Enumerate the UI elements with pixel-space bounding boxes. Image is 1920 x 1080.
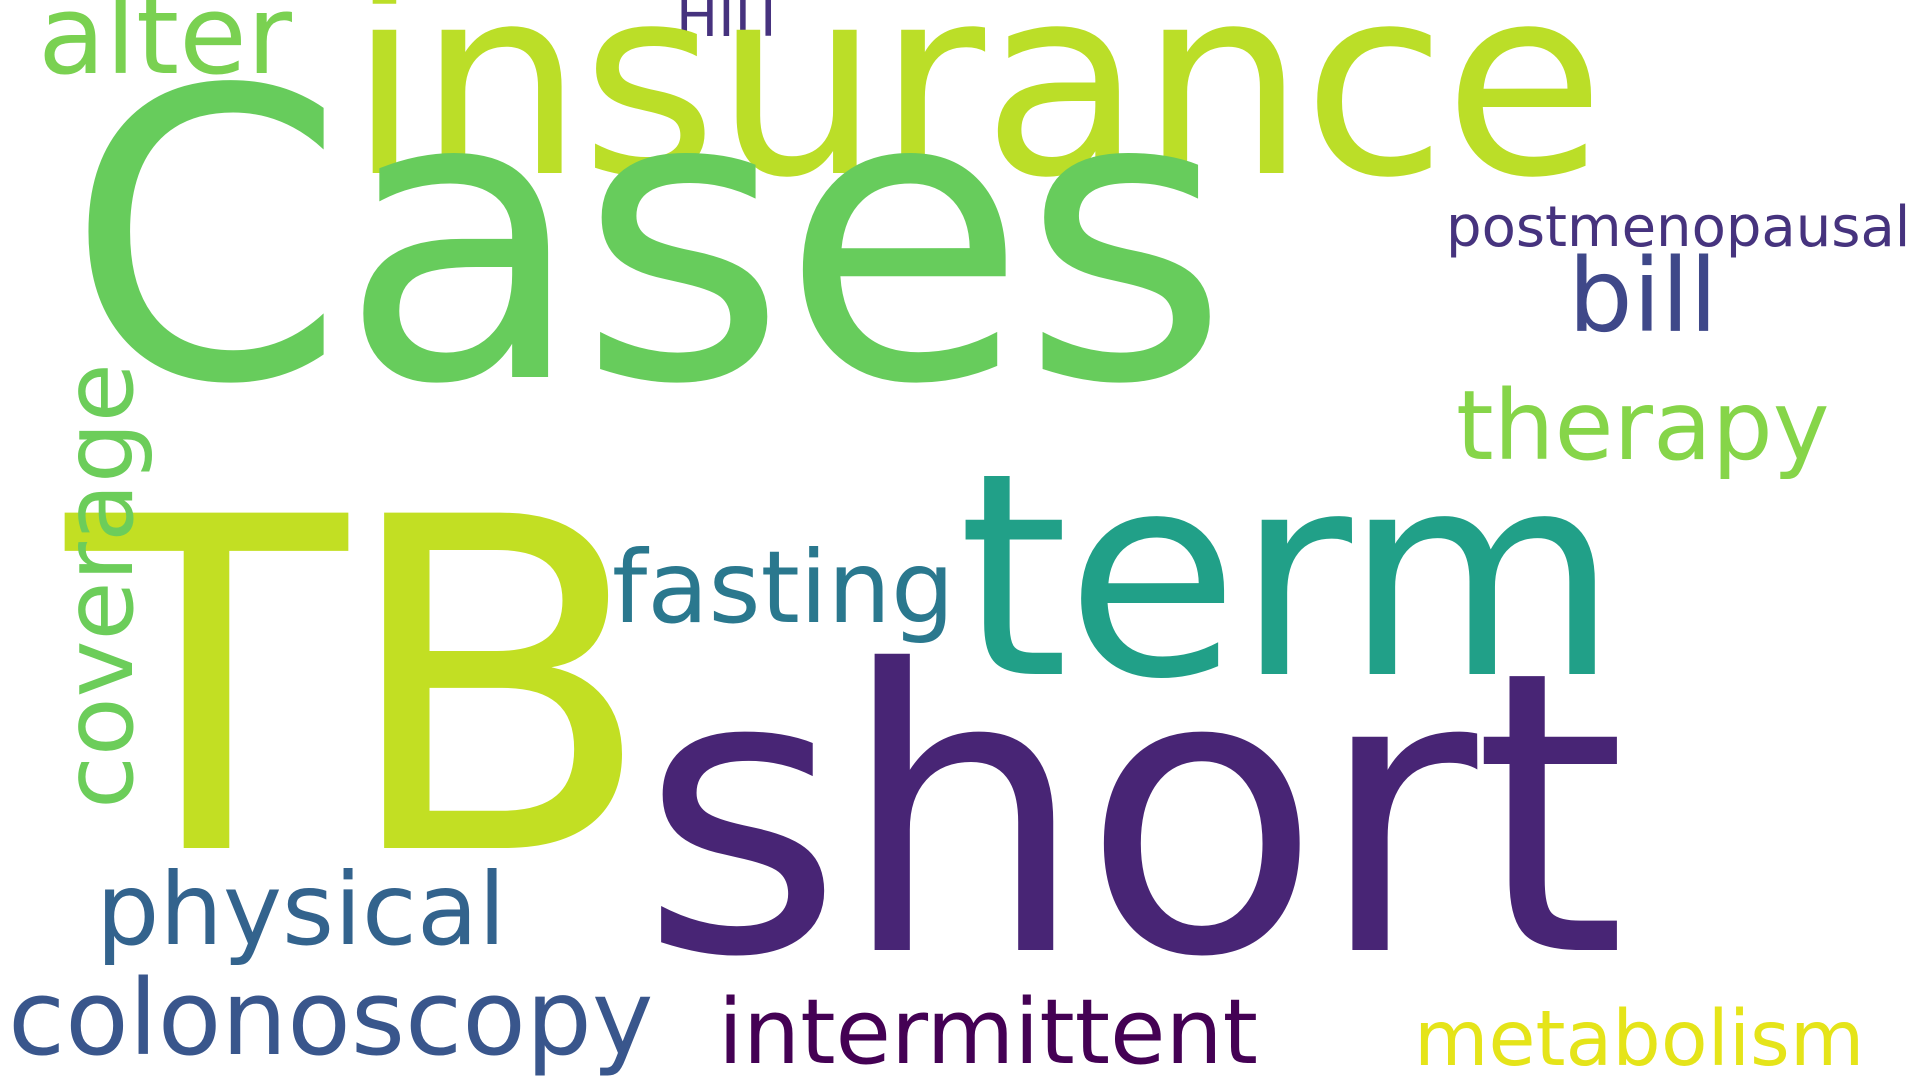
word-postmenopausal: postmenopausal [1446, 195, 1911, 260]
word-colonoscopy: colonoscopy [8, 957, 654, 1079]
word-fasting: fasting [612, 529, 955, 646]
word-term: term [958, 412, 1619, 741]
word-bill: bill [1568, 237, 1718, 356]
word-therapy: therapy [1456, 370, 1830, 482]
word-hiit: HIIT [676, 0, 786, 50]
word-alter: alter [38, 0, 292, 99]
word-short: short [640, 588, 1626, 1042]
word-insurance: insurance [348, 0, 1605, 235]
word-metabolism: metabolism [1414, 995, 1865, 1080]
word-coverage: coverage [42, 363, 155, 809]
word-physical: physical [96, 851, 506, 968]
word-intermittent: intermittent [718, 980, 1259, 1080]
word-cases: Cases [66, 7, 1229, 472]
word-tb: TB [66, 422, 655, 957]
